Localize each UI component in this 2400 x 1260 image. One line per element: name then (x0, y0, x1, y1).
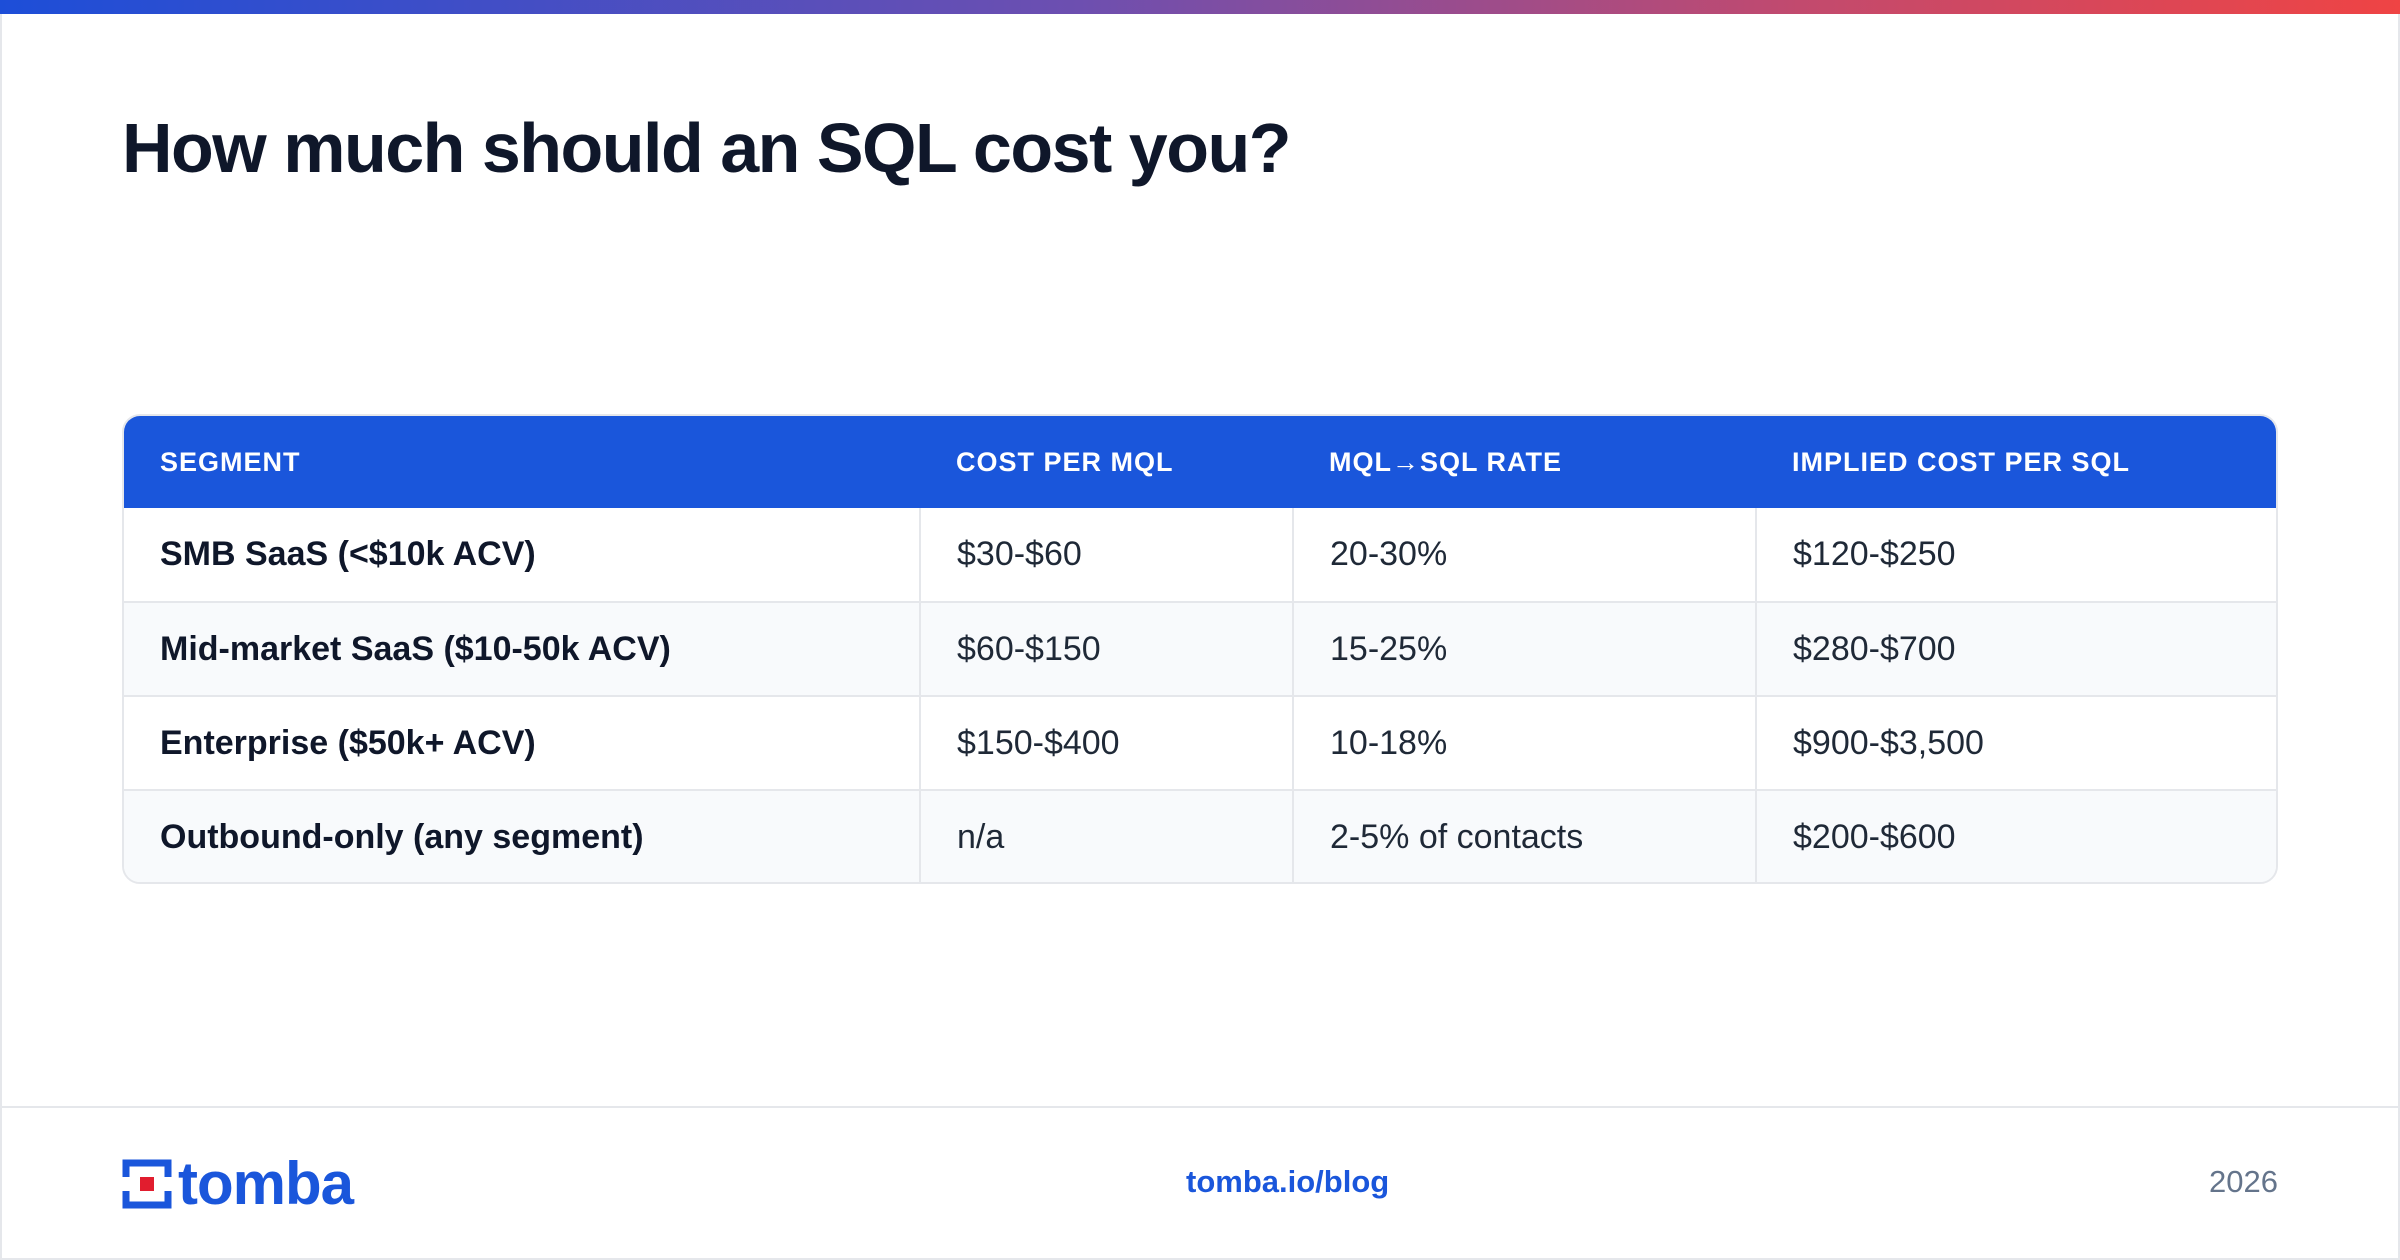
top-gradient-bar (0, 0, 2400, 14)
sql-cost-table: SEGMENT COST PER MQL MQL→SQL RATE IMPLIE… (122, 414, 2278, 884)
header-mql-sql-rate: MQL→SQL RATE (1329, 446, 1562, 477)
logo-wordmark: tomba (178, 1150, 354, 1217)
cell-implied: $900-$3,500 (1755, 695, 2276, 790)
cell-rate: 2-5% of contacts (1292, 789, 1756, 882)
cell-implied: $280-$700 (1755, 601, 2276, 696)
header-implied-cost: IMPLIED COST PER SQL (1792, 446, 2131, 477)
cell-rate: 10-18% (1292, 695, 1756, 790)
footer-divider (0, 1106, 2400, 1108)
page-title: How much should an SQL cost you? (122, 109, 1292, 187)
cell-rate: 20-30% (1292, 508, 1756, 602)
tomba-logo: tomba (122, 1150, 354, 1217)
cell-segment: Outbound-only (any segment) (124, 789, 920, 882)
table-row: Outbound-only (any segment) n/a 2-5% of … (124, 789, 2276, 882)
cell-cost-per-mql: $60-$150 (919, 601, 1293, 696)
cell-segment: Enterprise ($50k+ ACV) (124, 695, 920, 790)
cell-implied: $120-$250 (1755, 508, 2276, 602)
table-row: Enterprise ($50k+ ACV) $150-$400 10-18% … (124, 695, 2276, 790)
cell-rate: 15-25% (1292, 601, 1756, 696)
cell-cost-per-mql: $30-$60 (919, 508, 1293, 602)
cell-cost-per-mql: $150-$400 (919, 695, 1293, 790)
footer-year: 2026 (2209, 1164, 2278, 1199)
cell-cost-per-mql: n/a (919, 789, 1293, 882)
header-segment: SEGMENT (160, 446, 301, 477)
tomba-mark-icon (122, 1159, 172, 1209)
table-header-row: SEGMENT COST PER MQL MQL→SQL RATE IMPLIE… (124, 416, 2276, 508)
blog-link[interactable]: tomba.io/blog (1186, 1164, 1390, 1199)
table-row: Mid-market SaaS ($10-50k ACV) $60-$150 1… (124, 601, 2276, 696)
cell-segment: SMB SaaS (<$10k ACV) (160, 535, 536, 573)
header-cost-per-mql: COST PER MQL (956, 446, 1174, 477)
cell-segment: Mid-market SaaS ($10-50k ACV) (124, 601, 920, 696)
table-row: SMB SaaS (<$10k ACV) $30-$60 20-30% $120… (124, 508, 2276, 602)
cell-implied: $200-$600 (1755, 789, 2276, 882)
